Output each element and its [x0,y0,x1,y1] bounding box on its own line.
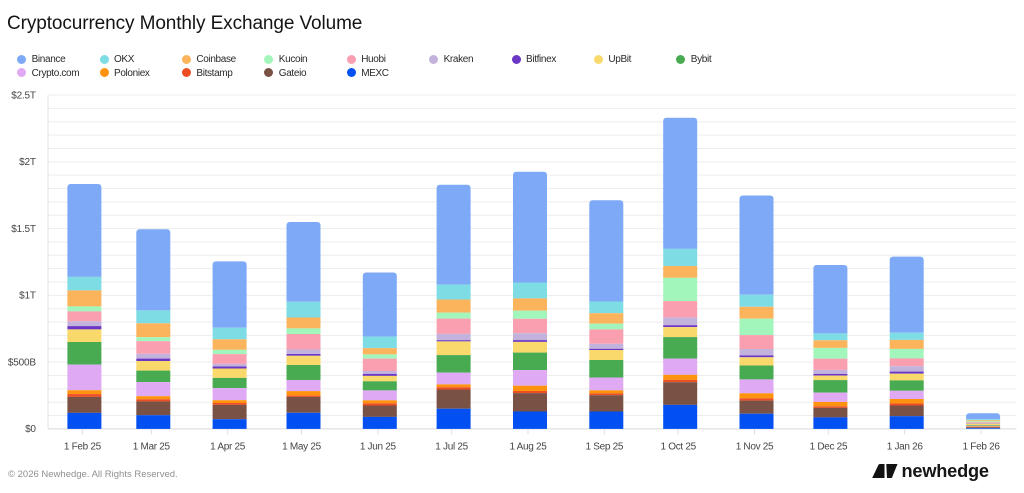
svg-text:$2T: $2T [19,157,36,168]
svg-text:$500B: $500B [8,357,36,368]
svg-text:1 Oct 25: 1 Oct 25 [660,441,696,452]
svg-text:1 Nov 25: 1 Nov 25 [736,441,774,452]
svg-text:1 Feb 26: 1 Feb 26 [963,441,1001,452]
svg-text:1 Sep 25: 1 Sep 25 [585,441,623,452]
svg-text:newhedge: newhedge [902,464,989,481]
svg-text:1 May 25: 1 May 25 [282,441,321,452]
svg-text:1 Jul 25: 1 Jul 25 [435,441,468,452]
svg-text:1 Aug 25: 1 Aug 25 [509,441,547,452]
svg-text:1 Apr 25: 1 Apr 25 [210,441,246,452]
svg-text:1 Jun 25: 1 Jun 25 [360,441,397,452]
svg-text:$0: $0 [25,424,36,435]
svg-text:$1T: $1T [19,291,36,302]
svg-text:$1.5T: $1.5T [11,224,36,235]
svg-text:1 Mar 25: 1 Mar 25 [133,441,171,452]
svg-text:$2.5T: $2.5T [11,90,36,101]
svg-text:1 Dec 25: 1 Dec 25 [810,441,848,452]
svg-text:1 Jan 26: 1 Jan 26 [887,441,924,452]
svg-text:1 Feb 25: 1 Feb 25 [64,441,102,452]
